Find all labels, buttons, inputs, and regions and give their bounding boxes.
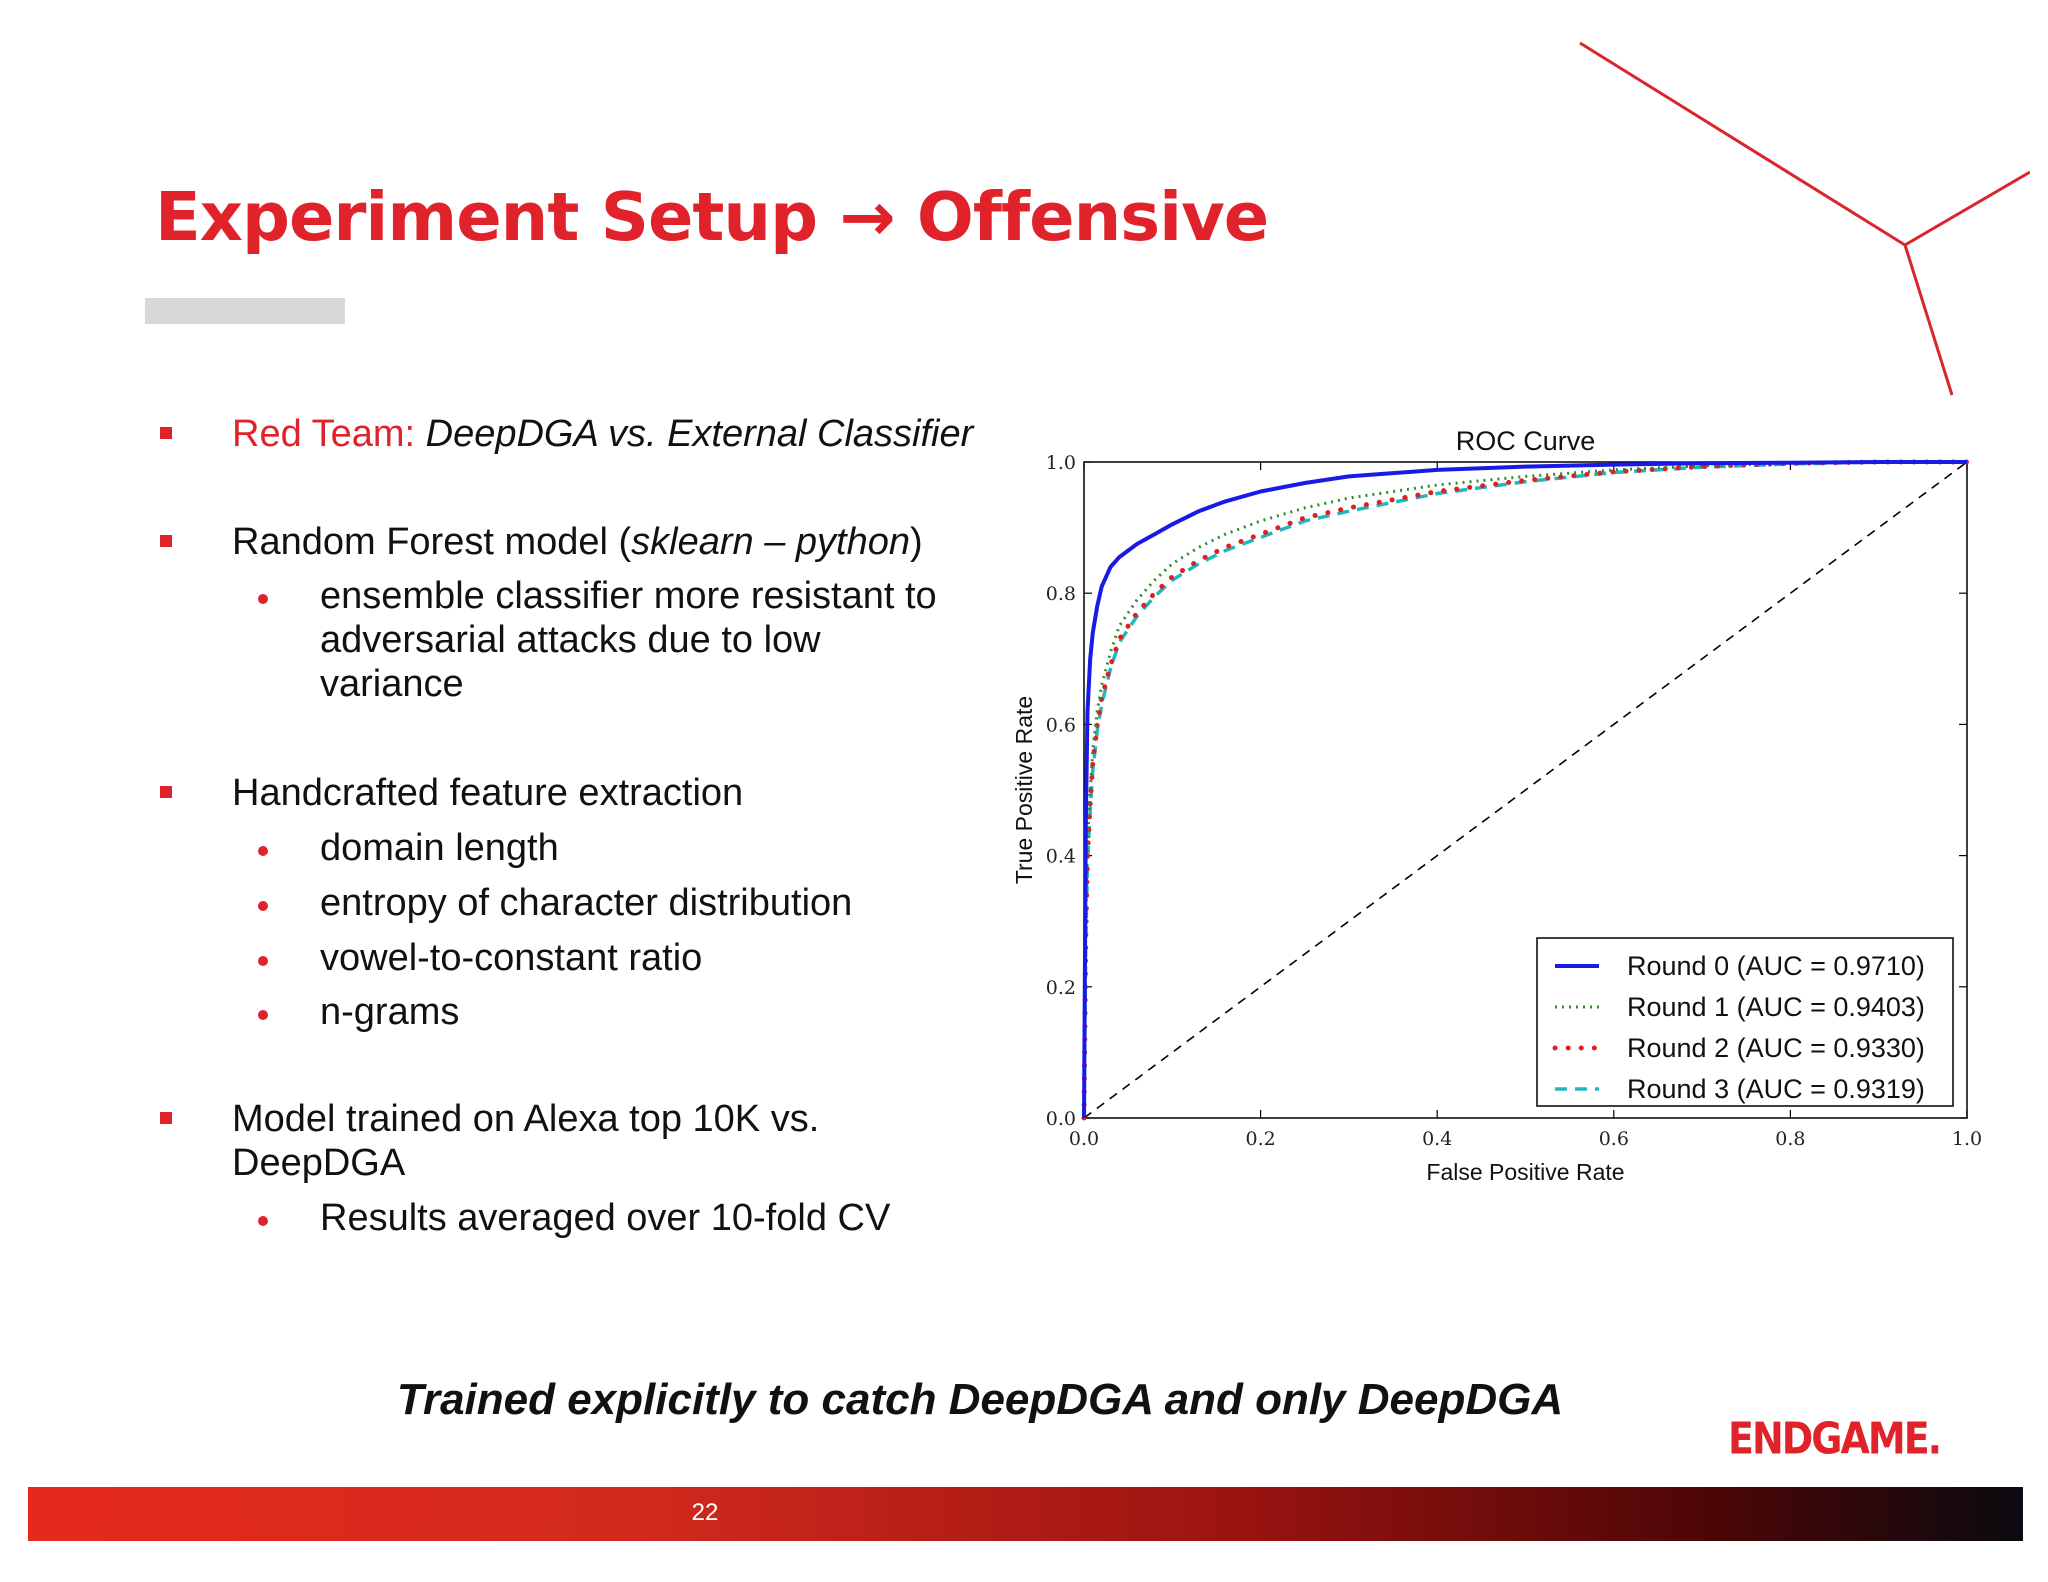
x-axis-label: False Positive Rate xyxy=(1426,1159,1624,1185)
x-tick-label: 1.0 xyxy=(1952,1128,1982,1150)
y-axis-label: True Positive Rate xyxy=(1011,696,1037,884)
legend-entry-label: Round 0 (AUC = 0.9710) xyxy=(1627,951,1925,981)
bullet-square xyxy=(160,1112,172,1124)
x-tick-label: 0.8 xyxy=(1775,1128,1805,1150)
x-tick-label: 0.4 xyxy=(1422,1128,1452,1150)
y-tick-label: 0.4 xyxy=(1046,846,1076,868)
legend-entry-label: Round 3 (AUC = 0.9319) xyxy=(1627,1074,1925,1104)
bullet-model-trained-l1: Model trained on Alexa top 10K vs. xyxy=(232,1098,820,1140)
sub-bullet-entropy: entropy of character distribution xyxy=(320,882,853,924)
bullet-square xyxy=(160,535,172,547)
random-forest-italic: sklearn – python xyxy=(631,521,910,563)
footer-bar xyxy=(28,1487,2023,1541)
roc-series-line xyxy=(1082,460,1967,1119)
bullet-random-forest: Random Forest model (sklearn – python) xyxy=(232,520,923,564)
y-tick-label: 0.6 xyxy=(1046,714,1076,736)
sub-bullet-ensemble-l2: adversarial attacks due to low xyxy=(320,619,821,661)
slide-tagline: Trained explicitly to catch DeepDGA and … xyxy=(396,1375,1564,1424)
random-forest-text: Random Forest model ( xyxy=(232,521,632,563)
legend-entry-label: Round 2 (AUC = 0.9330) xyxy=(1627,1033,1925,1063)
y-tick-label: 0.0 xyxy=(1046,1108,1076,1130)
bullet-handcrafted: Handcrafted feature extraction xyxy=(232,772,744,814)
roc-chart-svg: ROC Curve False Positive Rate True Positiv… xyxy=(1011,426,1982,1185)
page-number: 22 xyxy=(691,1499,719,1526)
sub-bullet-dot xyxy=(258,1216,268,1226)
decorative-corner-lines xyxy=(1579,41,2030,396)
chance-diagonal-line xyxy=(1083,461,1968,1119)
red-team-text: DeepDGA vs. External Classifier xyxy=(425,413,974,455)
legend-box xyxy=(1536,937,1954,1107)
sub-bullet-dot xyxy=(258,956,268,966)
sub-bullet-domain-length: domain length xyxy=(320,827,559,869)
bullet-red-team: Red Team: DeepDGA vs. External Classifie… xyxy=(232,412,973,456)
chart-title: ROC Curve xyxy=(1456,426,1596,456)
sub-bullet-dot xyxy=(258,846,268,856)
slide-title: Experiment Setup → Offensive xyxy=(155,178,1269,256)
title-underline-bar xyxy=(145,298,345,324)
legend-entry-label: Round 1 (AUC = 0.9403) xyxy=(1627,992,1925,1022)
bullet-list: Red Team: DeepDGA vs. External Classifie… xyxy=(0,0,1030,1300)
x-tick-label: 0.2 xyxy=(1245,1128,1275,1150)
endgame-logo: ENDGAME. xyxy=(1728,1413,1942,1464)
sub-bullet-vowel-ratio: vowel-to-constant ratio xyxy=(320,937,703,979)
x-tick-label: 0.0 xyxy=(1069,1128,1099,1150)
sub-bullet-ngrams: n-grams xyxy=(320,991,460,1033)
sub-bullet-results-averaged: Results averaged over 10-fold CV xyxy=(320,1197,891,1239)
roc-chart: ROC Curve False Positive Rate True Positiv… xyxy=(1000,415,2010,1215)
sub-bullet-ensemble-l3: variance xyxy=(320,663,464,705)
y-tick-label: 0.8 xyxy=(1046,583,1076,605)
red-team-label: Red Team: xyxy=(232,413,416,455)
random-forest-close: ) xyxy=(910,521,923,563)
sub-bullet-dot xyxy=(258,1010,268,1020)
bullet-square xyxy=(160,786,172,798)
x-tick-label: 0.6 xyxy=(1599,1128,1629,1150)
sub-bullet-ensemble-l1: ensemble classifier more resistant to xyxy=(320,575,937,617)
bullet-square xyxy=(160,427,172,439)
sub-bullet-dot xyxy=(258,594,268,604)
y-tick-label: 0.2 xyxy=(1046,977,1076,999)
sub-bullet-dot xyxy=(258,901,268,911)
y-tick-label: 1.0 xyxy=(1046,452,1076,474)
bullet-model-trained-l2: DeepDGA xyxy=(232,1142,406,1184)
roc-series-line xyxy=(1081,459,1970,1121)
